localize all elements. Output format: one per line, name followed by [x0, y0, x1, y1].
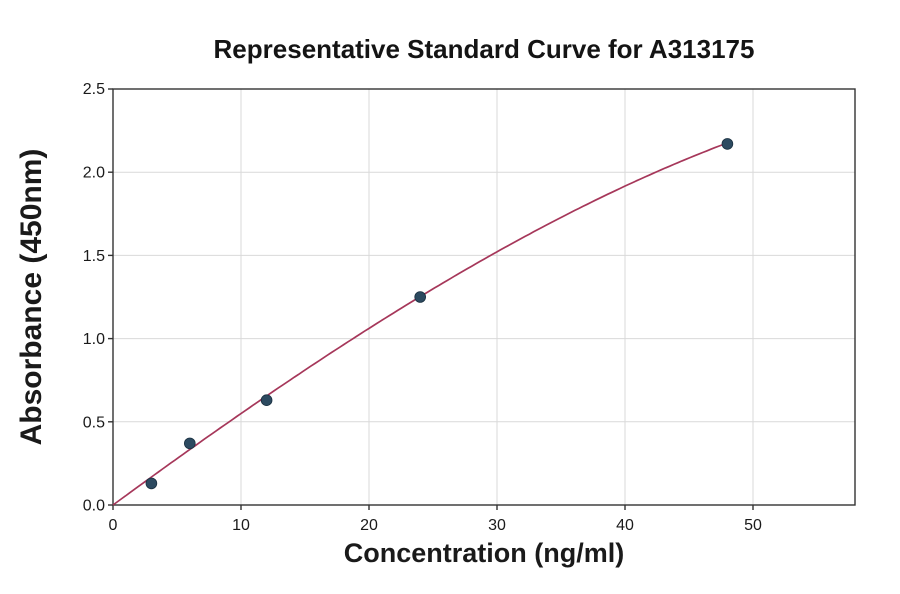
svg-text:0.5: 0.5	[83, 414, 105, 431]
svg-text:2.5: 2.5	[83, 81, 105, 98]
svg-text:20: 20	[360, 517, 378, 534]
svg-text:40: 40	[616, 517, 634, 534]
svg-text:0.0: 0.0	[83, 498, 105, 515]
svg-text:1.5: 1.5	[83, 248, 105, 265]
svg-text:2.0: 2.0	[83, 165, 105, 182]
svg-text:10: 10	[232, 517, 250, 534]
svg-text:30: 30	[488, 517, 506, 534]
svg-text:1.0: 1.0	[83, 331, 105, 348]
svg-text:50: 50	[744, 517, 762, 534]
svg-text:0: 0	[109, 517, 118, 534]
